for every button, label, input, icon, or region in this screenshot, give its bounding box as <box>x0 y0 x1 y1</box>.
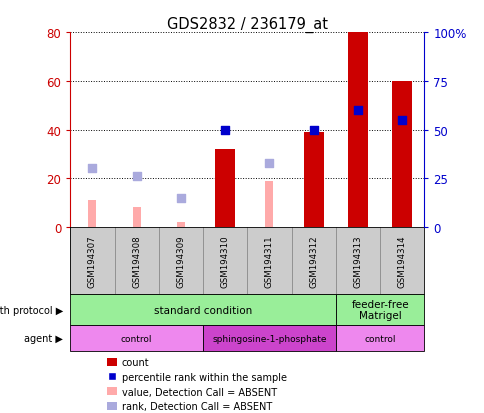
Bar <box>177 223 184 227</box>
Text: sphingosine-1-phosphate: sphingosine-1-phosphate <box>212 334 326 343</box>
Point <box>265 160 273 166</box>
Point <box>309 127 317 133</box>
Legend: count, percentile rank within the sample, value, Detection Call = ABSENT, rank, : count, percentile rank within the sample… <box>103 353 290 413</box>
Text: control: control <box>363 334 395 343</box>
Point <box>397 117 405 124</box>
Text: GSM194309: GSM194309 <box>176 235 185 287</box>
Bar <box>348 33 367 227</box>
Text: GSM194313: GSM194313 <box>353 235 362 287</box>
Bar <box>265 181 273 227</box>
Text: GSM194308: GSM194308 <box>132 235 141 287</box>
Bar <box>70 294 335 326</box>
Text: GSM194307: GSM194307 <box>88 235 97 287</box>
Point <box>89 166 96 172</box>
Text: feeder-free
Matrigel: feeder-free Matrigel <box>350 299 408 320</box>
Bar <box>215 150 235 227</box>
Bar <box>303 133 323 227</box>
Bar <box>335 294 424 326</box>
Text: GSM194310: GSM194310 <box>220 235 229 287</box>
Bar <box>133 208 140 227</box>
Text: agent ▶: agent ▶ <box>24 333 63 344</box>
Text: standard condition: standard condition <box>153 305 252 315</box>
Title: GDS2832 / 236179_at: GDS2832 / 236179_at <box>166 17 327 33</box>
Text: GSM194311: GSM194311 <box>264 235 273 287</box>
Text: GSM194312: GSM194312 <box>309 235 318 287</box>
Bar <box>88 201 96 227</box>
Text: growth protocol ▶: growth protocol ▶ <box>0 305 63 315</box>
Bar <box>70 326 203 351</box>
Text: control: control <box>121 334 152 343</box>
Point <box>221 127 228 133</box>
Bar <box>335 326 424 351</box>
Bar <box>203 326 335 351</box>
Point <box>133 173 140 180</box>
Point <box>177 195 184 202</box>
Text: GSM194314: GSM194314 <box>397 235 406 287</box>
Point <box>353 107 361 114</box>
Bar <box>392 82 411 227</box>
